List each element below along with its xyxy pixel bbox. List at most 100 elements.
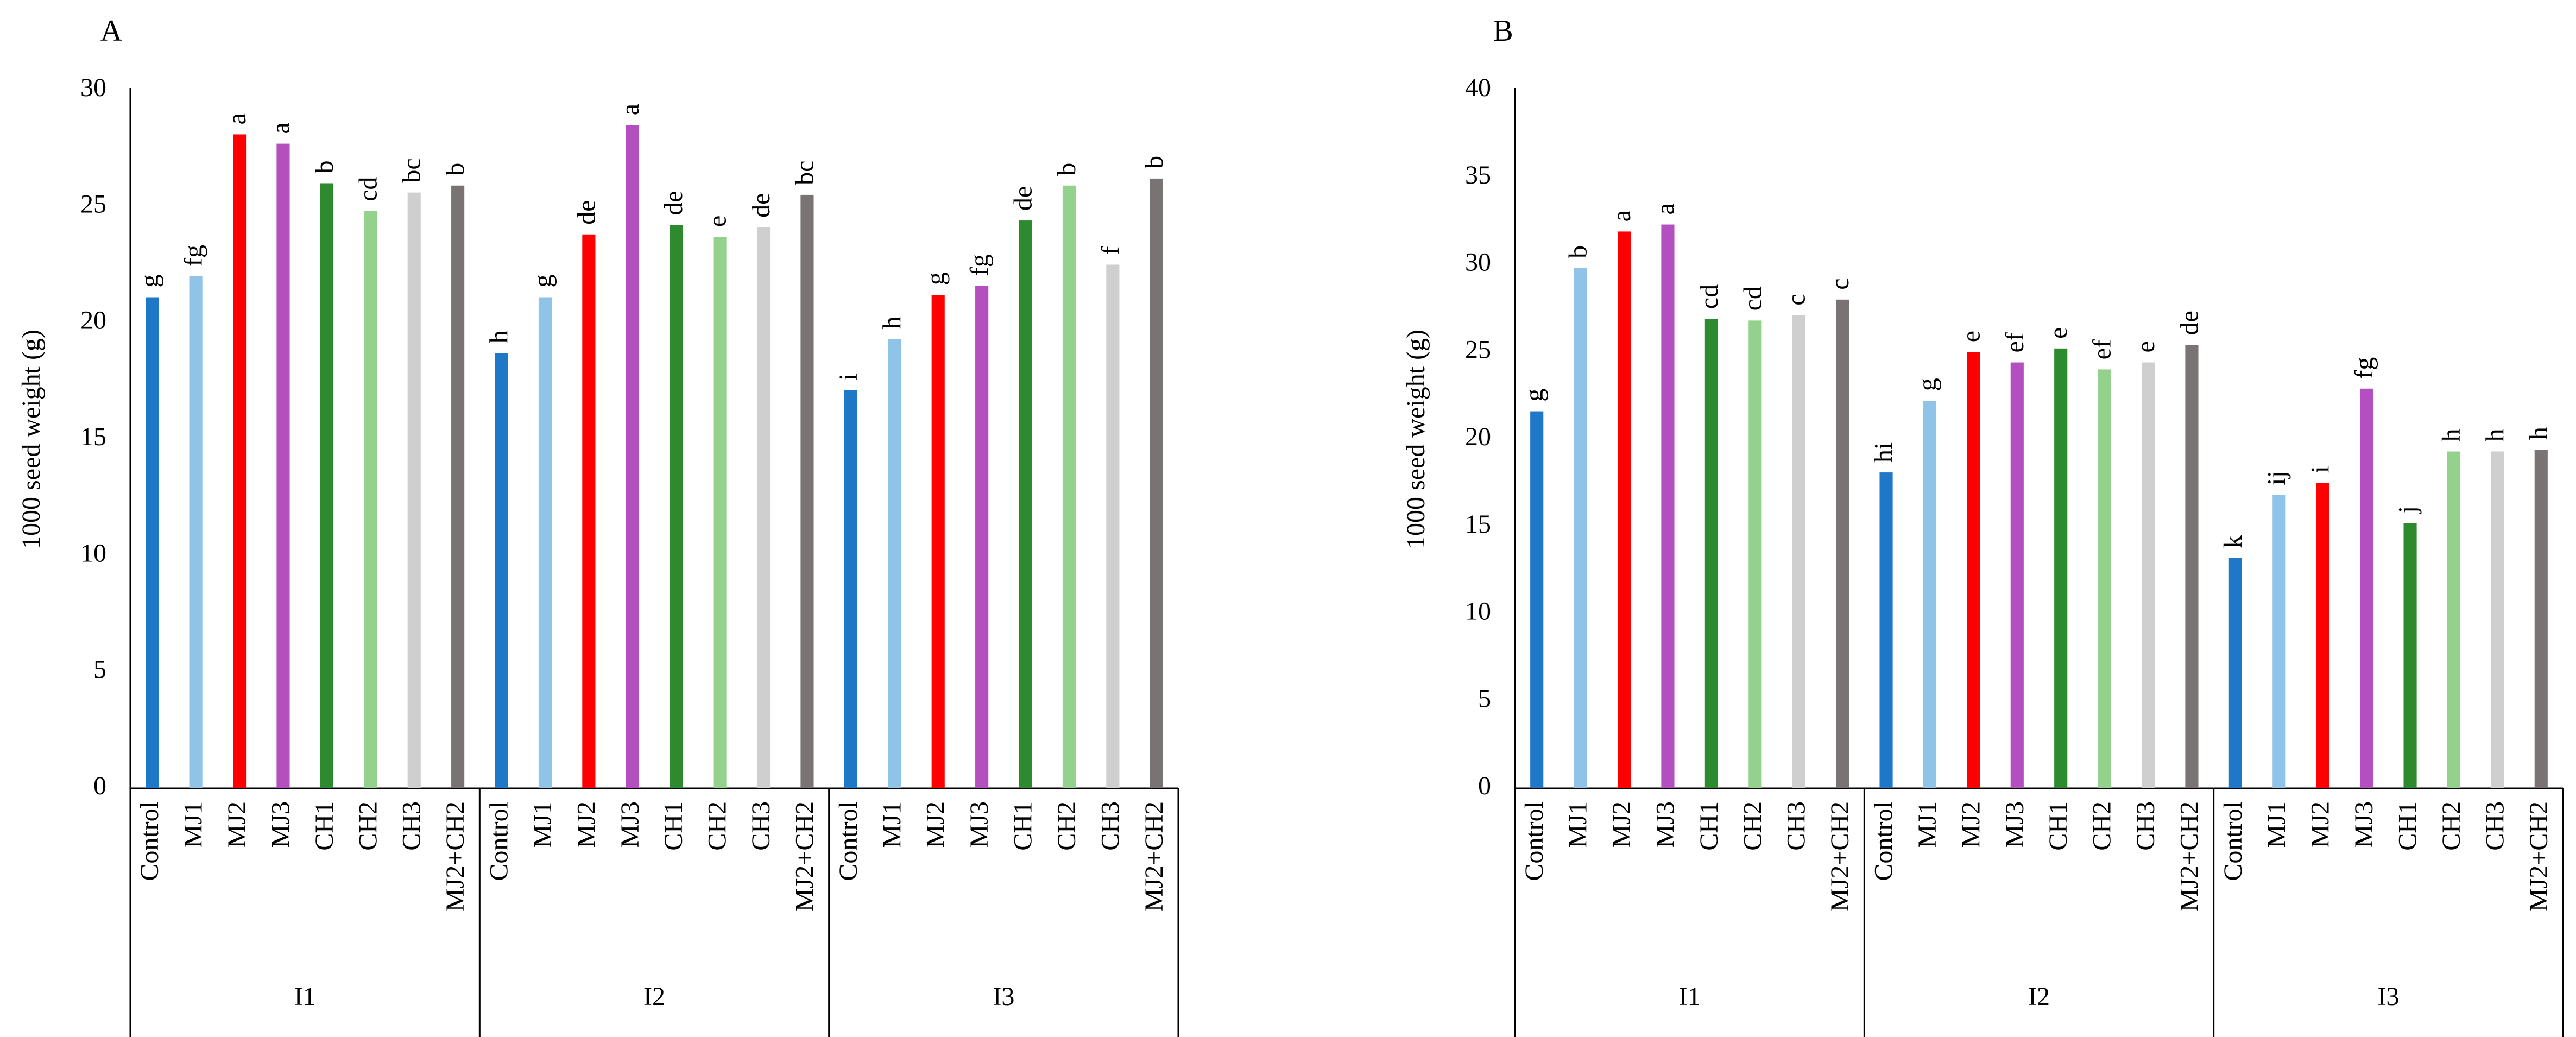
bar-mj2 <box>2316 483 2329 788</box>
significance-letter: de <box>572 200 601 224</box>
group-label: I1 <box>294 982 316 1011</box>
x-tick-label: MJ3 <box>2000 801 2029 848</box>
bar-mj2-ch2 <box>1150 178 1163 789</box>
significance-letter: g <box>1913 378 1942 391</box>
significance-letter: f <box>1096 246 1125 255</box>
bar-ch1 <box>2054 348 2068 788</box>
panel-label: B <box>1493 14 1513 48</box>
x-tick-label: MJ1 <box>1564 801 1593 848</box>
bar-ch2 <box>1062 185 1076 789</box>
bar-ch3 <box>1106 264 1120 788</box>
significance-letter: a <box>266 122 295 134</box>
significance-letter: cd <box>1695 284 1723 309</box>
significance-letter: ij <box>2262 471 2291 485</box>
significance-letter: hi <box>1870 442 1898 463</box>
bar-control <box>844 390 857 788</box>
significance-letter: j <box>2394 506 2422 514</box>
bar-ch3 <box>407 192 421 789</box>
bar-mj1 <box>1574 268 1587 788</box>
bar-mj3 <box>2360 388 2373 788</box>
significance-letter: h <box>2524 427 2553 440</box>
x-tick-label: Control <box>1870 801 1898 881</box>
group-label: I2 <box>643 982 665 1011</box>
x-tick-label: CH3 <box>2480 801 2509 851</box>
x-tick-label: MJ2 <box>921 801 950 848</box>
significance-letter: c <box>1782 294 1811 305</box>
bar-mj1 <box>1923 401 1937 788</box>
x-tick-label: MJ3 <box>266 801 295 848</box>
y-tick-label: 35 <box>1465 161 1491 189</box>
group-label: I1 <box>1679 982 1701 1011</box>
significance-letter: b <box>1052 163 1081 176</box>
significance-letter: de <box>659 191 688 215</box>
significance-letter: h <box>485 330 514 343</box>
y-axis-label: 1000 seed weight (g) <box>17 330 46 549</box>
y-axis-label: 1000 seed weight (g) <box>1401 330 1430 549</box>
x-tick-label: MJ2+CH2 <box>441 801 470 912</box>
bar-control <box>495 353 508 788</box>
bar-mj1 <box>189 276 203 788</box>
bar-ch2 <box>2447 451 2461 788</box>
x-tick-label: MJ2 <box>223 801 251 848</box>
bar-mj1 <box>888 339 901 788</box>
x-tick-label: MJ1 <box>179 801 208 848</box>
x-tick-label: MJ2+CH2 <box>790 801 819 912</box>
bar-mj2 <box>1967 352 1980 788</box>
bar-ch1 <box>320 183 333 788</box>
x-tick-label: MJ3 <box>965 801 994 848</box>
significance-letter: c <box>1826 278 1854 289</box>
bar-ch3 <box>1792 315 1805 788</box>
x-tick-label: CH2 <box>703 801 732 851</box>
significance-letter: k <box>2219 535 2247 548</box>
x-tick-label: MJ3 <box>1651 801 1680 848</box>
significance-letter: g <box>528 275 557 288</box>
x-tick-label: Control <box>485 801 514 881</box>
bar-ch2 <box>2098 369 2111 788</box>
bar-mj2-ch2 <box>800 194 814 788</box>
x-tick-label: CH3 <box>747 801 775 851</box>
bar-ch1 <box>1019 220 1032 788</box>
x-tick-label: MJ2 <box>2306 801 2335 848</box>
x-tick-label: Control <box>2219 801 2247 881</box>
significance-letter: h <box>2437 429 2466 442</box>
bar-mj2 <box>232 134 247 789</box>
y-tick-label: 25 <box>1465 335 1491 364</box>
bar-control <box>1530 411 1544 788</box>
x-tick-label: CH1 <box>1695 801 1723 851</box>
x-tick-label: Control <box>1520 801 1549 881</box>
significance-letter: g <box>921 272 950 285</box>
x-tick-label: MJ2 <box>1956 801 1985 848</box>
bar-mj1 <box>2272 495 2286 788</box>
x-tick-label: CH1 <box>310 801 339 851</box>
y-tick-label: 10 <box>80 539 106 567</box>
x-tick-label: CH1 <box>659 801 688 851</box>
bar-control <box>2228 558 2242 788</box>
significance-letter: a <box>616 104 645 115</box>
significance-letter: b <box>1564 245 1593 258</box>
bar-mj3 <box>2010 362 2024 788</box>
x-tick-label: MJ1 <box>1913 801 1942 848</box>
significance-letter: i <box>2306 466 2335 473</box>
y-tick-label: 5 <box>93 655 106 684</box>
y-tick-label: 15 <box>1465 510 1491 539</box>
y-tick-label: 0 <box>93 772 106 800</box>
significance-letter: de <box>747 193 775 218</box>
y-tick-label: 40 <box>1465 73 1491 102</box>
y-tick-label: 10 <box>1465 597 1491 626</box>
x-tick-label: MJ1 <box>2262 801 2291 848</box>
x-tick-label: CH1 <box>2394 801 2422 851</box>
bar-mj3 <box>276 143 290 789</box>
bar-mj2 <box>1617 231 1631 788</box>
significance-letter: a <box>1607 210 1636 222</box>
x-tick-label: CH3 <box>2131 801 2160 851</box>
bar-ch3 <box>2141 362 2155 788</box>
bar-mj3 <box>975 286 989 788</box>
bar-mj2-ch2 <box>1836 299 1849 788</box>
x-tick-label: Control <box>834 801 863 881</box>
x-tick-label: CH2 <box>353 801 382 851</box>
significance-letter: fg <box>965 254 994 276</box>
significance-letter: h <box>877 317 906 330</box>
significance-letter: e <box>2044 327 2073 339</box>
bar-ch3 <box>2491 451 2504 788</box>
significance-letter: h <box>2480 429 2509 442</box>
